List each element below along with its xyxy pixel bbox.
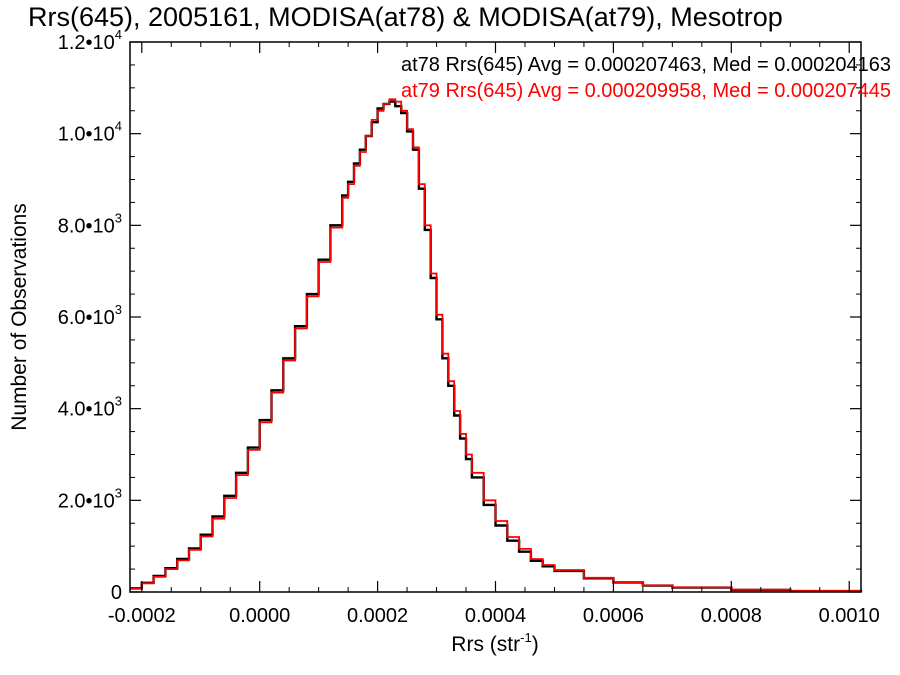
x-axis-ticks: -0.0002 0.0000 0.0002 0.0004 0.0006 0.0008 0.0… bbox=[108, 42, 880, 627]
y-tick-label: 2.0•103 bbox=[58, 485, 122, 512]
x-axis-label: Rrs (str-1) bbox=[451, 630, 538, 656]
y-tick-label: 6.0•103 bbox=[58, 302, 122, 329]
y-tick-label: 8.0•103 bbox=[58, 210, 122, 237]
plot-series-layer bbox=[130, 98, 863, 593]
legend-annotation-at78: at78 Rrs(645) Avg = 0.000207463, Med = 0… bbox=[401, 54, 891, 76]
y-tick-label: 4.0•103 bbox=[58, 394, 122, 421]
x-tick-label: -0.0002 bbox=[108, 605, 176, 627]
y-axis-ticks: 0 2.0•103 4.0•103 6.0•103 8.0•103 1.0•104 1.2•… bbox=[58, 27, 861, 604]
y-axis-label: Number of Observations bbox=[8, 203, 31, 431]
x-tick-label: 0.0006 bbox=[583, 605, 644, 627]
y-tick-label: 1.2•104 bbox=[58, 27, 122, 54]
chart-title: Rrs(645), 2005161, MODISA(at78) & MODISA… bbox=[28, 2, 783, 32]
x-tick-label: 0.0000 bbox=[229, 605, 290, 627]
series-at79-line bbox=[130, 98, 862, 592]
y-tick-label: 1.0•104 bbox=[58, 119, 122, 146]
series-at78-line bbox=[130, 100, 863, 593]
y-tick-label: 0 bbox=[111, 582, 122, 604]
x-tick-label: 0.0008 bbox=[701, 605, 762, 627]
x-tick-label: 0.0004 bbox=[465, 605, 526, 627]
x-tick-label: 0.0002 bbox=[347, 605, 408, 627]
x-tick-label: 0.0010 bbox=[819, 605, 880, 627]
legend-annotation-at79: at79 Rrs(645) Avg = 0.000209958, Med = 0… bbox=[401, 80, 891, 102]
